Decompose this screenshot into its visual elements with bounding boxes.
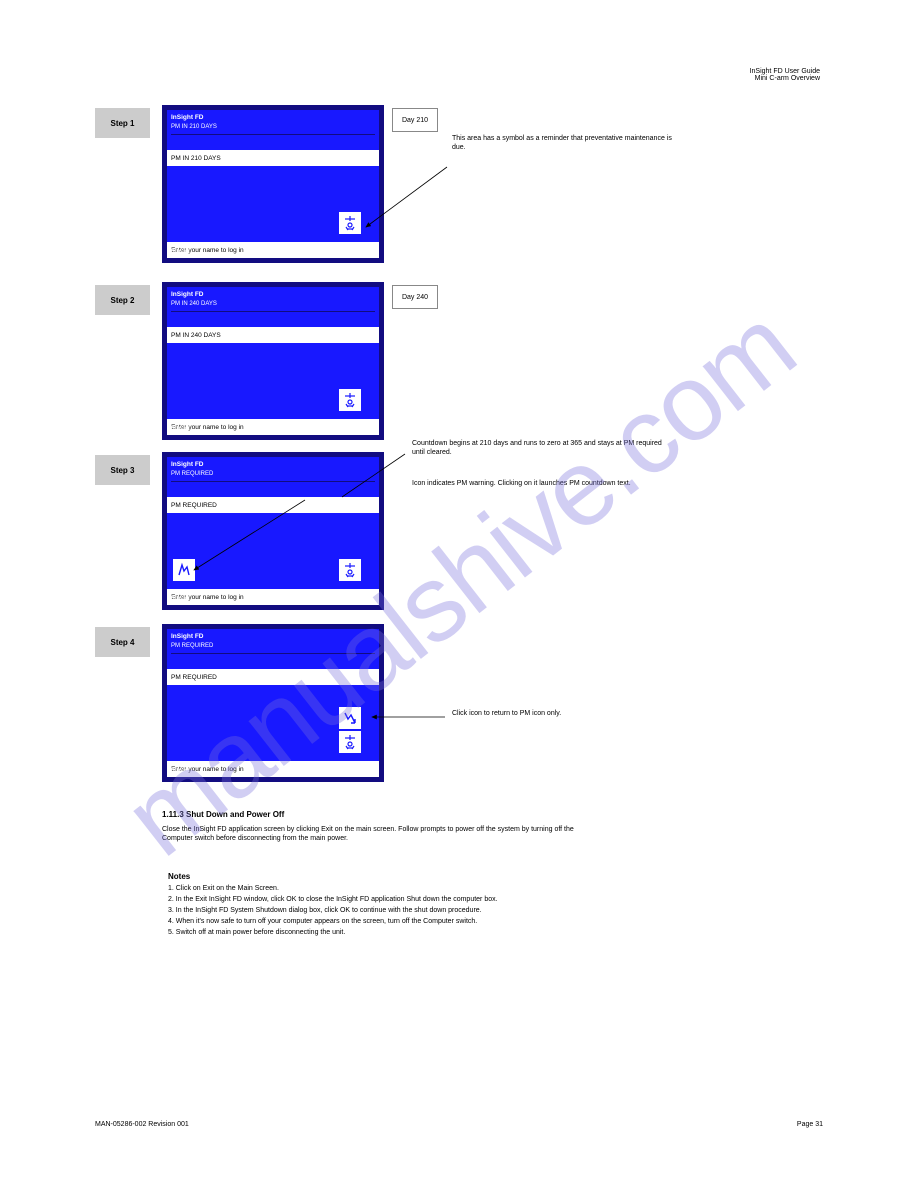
screen-4-inner: InSight FD PM REQUIRED PM REQUIRED Enter…: [167, 629, 379, 777]
notes-table: Notes 1. Click on Exit on the Main Scree…: [162, 870, 702, 938]
s2-day-label: Day 240: [392, 285, 438, 309]
screen-1: InSight FD PM IN 210 DAYS PM IN 210 DAYS…: [162, 105, 384, 263]
s3-divider: [171, 481, 375, 482]
section-body: Close the InSight FD application screen …: [162, 825, 582, 844]
s4-return-icon[interactable]: [339, 707, 361, 729]
s2-divider: [171, 311, 375, 312]
footer-right: Page 31: [797, 1121, 823, 1128]
s3-menu: hologic: [171, 596, 190, 602]
step-2-label: Step 2: [95, 285, 150, 315]
s3-lower-band: Enter your name to log in: [167, 589, 379, 605]
note-3: 3. In the InSight FD System Shutdown dia…: [162, 905, 702, 916]
s4-title: InSight FD: [171, 633, 204, 640]
screen-1-inner: InSight FD PM IN 210 DAYS PM IN 210 DAYS…: [167, 110, 379, 258]
s3-band: PM REQUIRED: [167, 497, 379, 513]
s1-pm-icon[interactable]: [339, 212, 361, 234]
s2-band: PM IN 240 DAYS: [167, 327, 379, 343]
s1-divider: [171, 134, 375, 135]
s1-day-label: Day 210: [392, 108, 438, 132]
s1-menu: hologic: [171, 249, 190, 255]
s4-band: PM REQUIRED: [167, 669, 379, 685]
screen-3-inner: InSight FD PM REQUIRED PM REQUIRED Enter…: [167, 457, 379, 605]
s3-title: InSight FD: [171, 461, 204, 468]
screen-3: InSight FD PM REQUIRED PM REQUIRED Enter…: [162, 452, 384, 610]
note-1: 1. Click on Exit on the Main Screen.: [162, 883, 702, 894]
step-3-label: Step 3: [95, 455, 150, 485]
callout-2: Countdown begins at 210 days and runs to…: [412, 440, 662, 458]
s1-sub: PM IN 210 DAYS: [171, 124, 217, 130]
callout-4: Click icon to return to PM icon only.: [452, 710, 652, 719]
s4-pm-icon[interactable]: [339, 731, 361, 753]
s1-band: PM IN 210 DAYS: [167, 150, 379, 166]
s4-menu: hologic: [171, 768, 190, 774]
screen-2: InSight FD PM IN 240 DAYS PM IN 240 DAYS…: [162, 282, 384, 440]
section-heading: 1.11.3 Shut Down and Power Off: [162, 810, 284, 819]
page-title-block: InSight FD User Guide Mini C-arm Overvie…: [700, 68, 820, 82]
callout-1: This area has a symbol as a reminder tha…: [452, 135, 682, 153]
callout-3: Icon indicates PM warning. Clicking on i…: [412, 480, 662, 489]
screen-4: InSight FD PM REQUIRED PM REQUIRED Enter…: [162, 624, 384, 782]
note-4: 4. When it's now safe to turn off your c…: [162, 916, 702, 927]
s2-menu: hologic: [171, 426, 190, 432]
s4-lower-band: Enter your name to log in: [167, 761, 379, 777]
s2-lower-band: Enter your name to log in: [167, 419, 379, 435]
s2-sub: PM IN 240 DAYS: [171, 301, 217, 307]
screen-2-inner: InSight FD PM IN 240 DAYS PM IN 240 DAYS…: [167, 287, 379, 435]
s3-pm-icon[interactable]: [339, 559, 361, 581]
s4-divider: [171, 653, 375, 654]
notes-head: Notes: [162, 870, 702, 883]
s2-title: InSight FD: [171, 291, 204, 298]
chapter-label: InSight FD User Guide: [700, 68, 820, 75]
s1-lower-band: Enter your name to log in: [167, 242, 379, 258]
note-5: 5. Switch off at main power before disco…: [162, 927, 702, 938]
step-1-label: Step 1: [95, 108, 150, 138]
s3-warning-icon[interactable]: [173, 559, 195, 581]
step-4-label: Step 4: [95, 627, 150, 657]
s3-sub: PM REQUIRED: [171, 471, 213, 477]
chapter-sub: Mini C-arm Overview: [700, 75, 820, 82]
s4-sub: PM REQUIRED: [171, 643, 213, 649]
note-2: 2. In the Exit InSight FD window, click …: [162, 894, 702, 905]
footer-left: MAN-05286-002 Revision 001: [95, 1121, 189, 1128]
s2-pm-icon[interactable]: [339, 389, 361, 411]
s1-title: InSight FD: [171, 114, 204, 121]
